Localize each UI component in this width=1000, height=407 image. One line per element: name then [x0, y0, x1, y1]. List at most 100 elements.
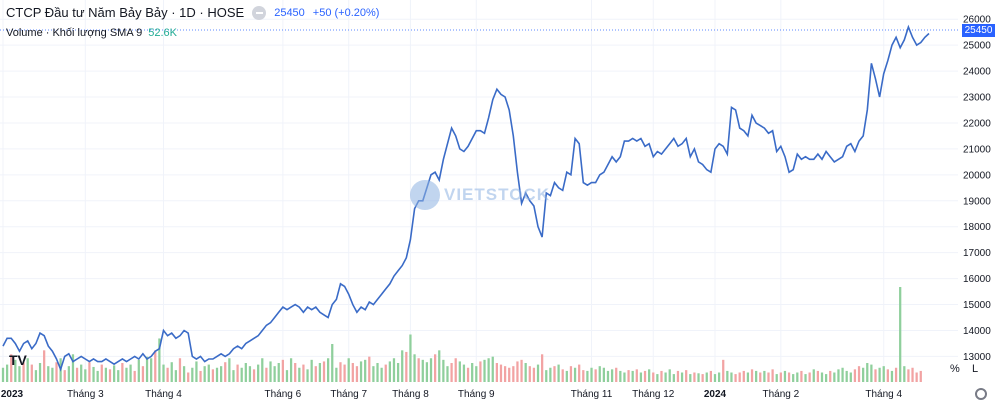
volume-bar [553, 366, 556, 382]
volume-bar [866, 363, 869, 382]
volume-bar [232, 370, 235, 382]
symbol-title[interactable]: CTCP Đầu tư Năm Bảy Bảy · 1D · HOSE [6, 5, 245, 20]
x-tick-label: Tháng 4 [865, 389, 902, 400]
collapse-legend-icon[interactable] [252, 5, 267, 20]
percent-scale-button[interactable]: % [950, 363, 960, 375]
x-tick-label: 2023 [1, 389, 24, 400]
volume-bar [178, 358, 182, 382]
volume-bar [709, 370, 713, 382]
volume-bar [55, 362, 58, 382]
volume-bar [14, 359, 17, 382]
volume-label[interactable]: Volume · Khối lượng SMA 9 [6, 27, 143, 39]
volume-bar [162, 364, 165, 382]
volume-bar [750, 369, 754, 382]
volume-bar [808, 372, 811, 382]
volume-bar [417, 358, 420, 382]
tradingview-logo[interactable]: TV [9, 352, 27, 368]
volume-bar [236, 364, 239, 382]
vietstock-watermark: VIETSTOCK [410, 180, 550, 210]
y-tick-label: 22000 [963, 118, 991, 129]
volume-bar [479, 361, 482, 382]
volume-bar [343, 364, 346, 382]
volume-bar [475, 366, 478, 382]
volume-bar [327, 358, 330, 382]
volume-bar [812, 369, 815, 382]
y-tick-label: 25000 [963, 41, 991, 52]
volume-bar [911, 367, 914, 382]
volume-bar [257, 364, 260, 382]
x-tick-label: Tháng 3 [67, 389, 104, 400]
volume-bar [195, 361, 198, 382]
volume-bar [413, 354, 416, 382]
volume-bar [199, 370, 202, 382]
volume-bar [742, 370, 745, 382]
volume-bar [549, 367, 552, 382]
volume-bar [401, 350, 404, 382]
volume-bar [569, 366, 573, 382]
volume-bar [67, 366, 70, 382]
volume-bar [158, 338, 161, 382]
volume-bar [783, 370, 787, 382]
volume-bar [30, 364, 33, 382]
volume-bar [409, 334, 412, 382]
volume-bar [364, 359, 367, 382]
volume-bar [676, 370, 680, 382]
volume-bar [302, 364, 305, 382]
volume-bar [359, 361, 363, 382]
settings-gear-icon[interactable] [975, 388, 987, 400]
volume-bar [43, 350, 46, 382]
volume-bar [1, 367, 5, 382]
volume-bar [734, 374, 737, 382]
volume-bar [121, 363, 124, 382]
volume-bar [660, 370, 663, 382]
volume-bar [639, 372, 643, 382]
volume-bar [438, 350, 441, 382]
watermark-text: VIETSTOCK [444, 185, 550, 204]
volume-bar [384, 364, 387, 382]
volume-bar [388, 361, 391, 382]
price-line [2, 24, 930, 372]
volume-bar [182, 366, 186, 382]
y-tick-label: 21000 [963, 144, 991, 155]
volume-bar [627, 370, 630, 382]
volume-bar [824, 374, 828, 382]
volume-bar [392, 358, 396, 382]
volume-bar [141, 366, 145, 382]
volume-bar [862, 367, 865, 382]
volume-bar [298, 367, 301, 382]
volume-bar [565, 370, 568, 382]
volume-bar [602, 367, 605, 382]
volume-bar [536, 364, 540, 382]
volume-bar [524, 363, 527, 382]
volume-bar [314, 366, 317, 382]
x-tick-label: Tháng 6 [265, 389, 302, 400]
x-tick-label: Tháng 4 [145, 389, 182, 400]
y-axis[interactable]: 13000 14000 15000 16000 17000 18000 19000 20000… [963, 15, 991, 363]
volume-bar [421, 359, 424, 382]
y-tick-label: 19000 [963, 196, 991, 207]
volume-bar [104, 367, 108, 382]
volume-bar [767, 372, 770, 382]
volume-bar [833, 372, 836, 382]
log-scale-button[interactable]: L [972, 363, 979, 375]
volume-bar [454, 358, 457, 382]
volume-bar [903, 366, 906, 382]
volume-bar [759, 372, 762, 382]
volume-bar [800, 370, 803, 382]
volume-bar [261, 358, 264, 382]
volume-bar [886, 369, 889, 382]
volume-bar [779, 372, 782, 382]
volume-bar [466, 367, 470, 382]
watermark-logo-icon [410, 180, 440, 210]
y-tick-label: 24000 [963, 67, 991, 78]
volume-bar [746, 372, 750, 382]
volume-bar [722, 359, 725, 382]
volume-bar [853, 369, 857, 382]
volume-bar [717, 372, 721, 382]
x-axis[interactable]: 2023 Tháng 3 Tháng 4 Tháng 6 Tháng 7 Tháng 8 T… [1, 389, 903, 400]
last-price-tag: 25450 [962, 24, 995, 37]
volume-bar [907, 369, 910, 382]
volume-bar [219, 366, 223, 382]
volume-bar [96, 370, 99, 382]
